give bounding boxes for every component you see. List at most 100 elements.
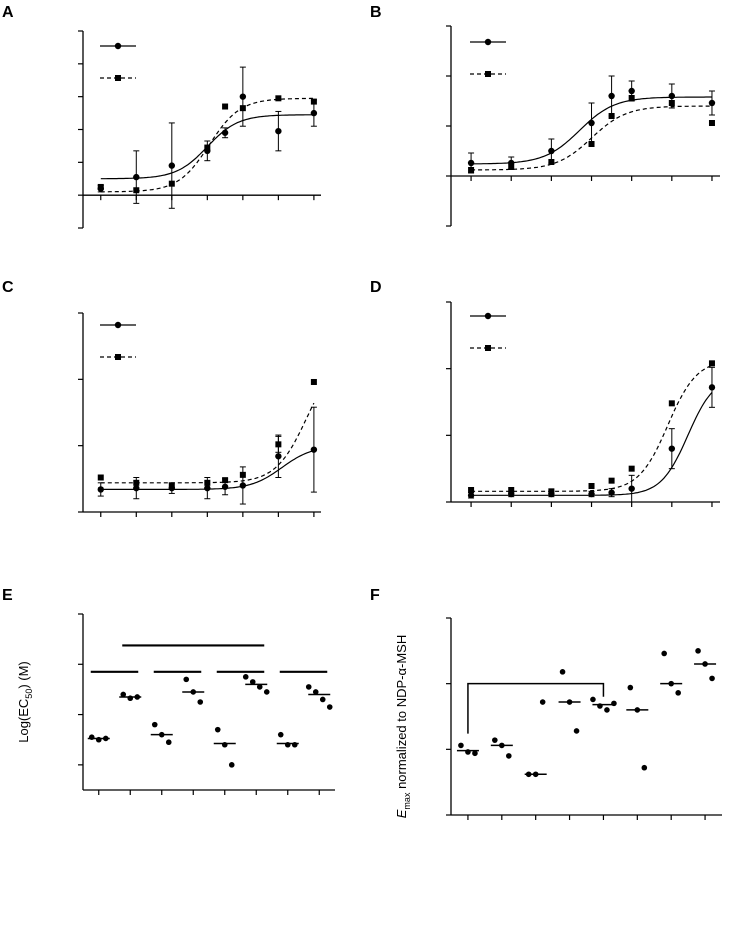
data-point	[168, 482, 175, 489]
data-point	[708, 360, 715, 367]
data-point	[708, 384, 716, 391]
data-point	[120, 691, 127, 698]
series-beta-msh	[97, 75, 317, 194]
data-point	[709, 675, 715, 682]
data-point	[221, 483, 229, 490]
data-point	[468, 167, 475, 173]
data-point	[668, 400, 675, 407]
series-alpha-msh	[97, 321, 318, 505]
data-point	[468, 487, 475, 493]
data-point	[695, 648, 701, 654]
data-point	[508, 487, 515, 493]
data-point	[275, 453, 282, 460]
y-axis-label: Emax normalized to NDP-α-MSH	[394, 635, 412, 818]
data-point	[326, 704, 333, 710]
fit-curve	[471, 105, 712, 171]
legend-marker	[115, 75, 121, 81]
data-point	[310, 378, 317, 385]
legend-marker	[114, 42, 122, 50]
legend-marker	[485, 71, 491, 77]
data-point	[239, 93, 247, 100]
data-point	[588, 141, 595, 147]
data-point	[628, 87, 635, 95]
data-point	[168, 162, 176, 169]
data-point	[221, 129, 229, 136]
series-beta-msh	[468, 71, 715, 173]
data-point	[319, 696, 326, 703]
data-point	[608, 113, 615, 119]
data-point	[312, 689, 319, 695]
data-point	[668, 92, 676, 100]
data-point	[588, 119, 595, 127]
data-point	[165, 739, 172, 746]
label-part: E	[394, 809, 409, 818]
series-alpha-msh	[97, 42, 318, 209]
label-part: normalized to NDP-α-MSH	[394, 635, 409, 793]
panel-label-d: D	[370, 279, 382, 296]
data-point	[277, 731, 284, 738]
chart-A	[78, 30, 321, 229]
panel-label-f: F	[370, 587, 380, 604]
data-point	[604, 707, 610, 713]
data-point	[133, 484, 140, 492]
chart-B	[446, 25, 720, 227]
data-point	[168, 180, 175, 187]
data-point	[492, 737, 498, 743]
legend-marker	[114, 321, 122, 329]
data-point	[548, 159, 555, 165]
data-point	[310, 446, 318, 453]
data-point	[151, 721, 158, 728]
chart-F: Emax normalized to NDP-α-MSH	[394, 617, 722, 820]
data-point	[548, 488, 555, 495]
data-point	[183, 676, 190, 683]
data-point	[239, 105, 246, 112]
panel-label-c: C	[2, 279, 14, 296]
data-point	[214, 726, 221, 733]
data-point	[310, 109, 318, 117]
y-axis-label: Log(EC50) (M)	[16, 661, 34, 743]
data-point	[275, 127, 282, 135]
data-point	[204, 479, 211, 486]
data-point	[133, 187, 140, 194]
data-point	[590, 696, 596, 703]
chart-C	[78, 312, 321, 517]
data-point	[708, 120, 715, 126]
data-point	[249, 679, 256, 685]
data-point	[627, 684, 634, 691]
data-point	[467, 159, 475, 167]
data-point	[628, 95, 635, 101]
legend-marker	[485, 345, 491, 351]
data-point	[608, 92, 615, 100]
data-point	[668, 100, 675, 106]
series-beta-msh	[97, 354, 317, 489]
data-point	[305, 684, 312, 690]
data-point	[708, 99, 716, 107]
data-point	[628, 465, 635, 472]
data-point	[508, 164, 515, 170]
data-point	[310, 98, 317, 105]
data-point	[641, 764, 648, 771]
fit-curve	[471, 364, 713, 492]
data-point	[458, 742, 464, 749]
data-point	[608, 489, 615, 496]
fit-curve	[100, 402, 315, 484]
panel-label-e: E	[2, 587, 13, 604]
data-point	[242, 674, 249, 680]
data-point	[275, 441, 282, 448]
data-point	[661, 650, 667, 657]
data-point	[204, 484, 211, 492]
data-point	[608, 477, 615, 484]
series-alpha-msh	[467, 312, 716, 503]
label-part: max	[402, 792, 412, 810]
series-beta-msh	[468, 345, 715, 495]
data-point	[204, 144, 211, 151]
label-part: 50	[24, 689, 34, 699]
data-point	[668, 445, 676, 452]
legend-marker	[484, 38, 492, 46]
data-point	[263, 689, 270, 695]
legend-marker	[484, 312, 492, 320]
data-point	[506, 753, 512, 759]
panel-label-a: A	[2, 4, 14, 21]
panel-label-b: B	[370, 4, 382, 21]
